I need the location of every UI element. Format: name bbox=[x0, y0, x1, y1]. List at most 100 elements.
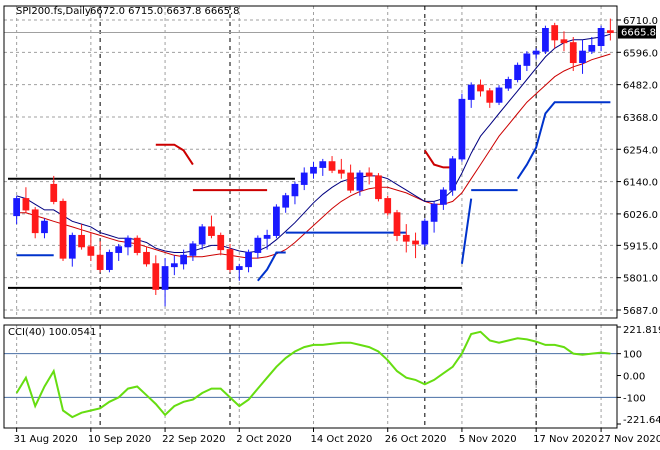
main-frame bbox=[3, 5, 618, 319]
candle-body bbox=[245, 251, 252, 268]
candle bbox=[588, 37, 596, 55]
candle-body bbox=[532, 50, 540, 55]
candle-body bbox=[282, 195, 290, 208]
candle bbox=[328, 156, 336, 174]
candle bbox=[514, 62, 521, 83]
candle bbox=[319, 158, 327, 176]
y-tick-label: 6596.0 bbox=[623, 48, 658, 59]
candle bbox=[523, 51, 531, 72]
candle bbox=[124, 235, 132, 256]
indicator-grid bbox=[4, 325, 617, 428]
candle bbox=[96, 241, 104, 273]
candle-body bbox=[319, 161, 327, 168]
candle bbox=[22, 187, 30, 213]
candle bbox=[133, 235, 141, 256]
candle-body bbox=[477, 84, 484, 92]
x-tick-label: 17 Nov 2020 bbox=[533, 434, 597, 445]
candle-body bbox=[579, 50, 586, 64]
x-tick-label: 22 Sep 2020 bbox=[162, 434, 225, 445]
candle-body bbox=[133, 237, 141, 253]
candle bbox=[393, 209, 401, 242]
candle-body bbox=[560, 39, 568, 44]
candle-body bbox=[291, 183, 299, 197]
candle bbox=[143, 246, 150, 267]
y-tick-label: 5915.0 bbox=[623, 241, 658, 252]
candle bbox=[273, 204, 280, 239]
candle bbox=[467, 82, 475, 108]
y-tick-label: 6368.0 bbox=[623, 113, 658, 124]
candle bbox=[245, 249, 252, 273]
candle-body bbox=[300, 172, 308, 185]
candle bbox=[449, 156, 457, 196]
current-price-box bbox=[618, 25, 656, 39]
main-series bbox=[4, 18, 617, 307]
candle bbox=[606, 18, 614, 41]
candle-body bbox=[235, 266, 243, 270]
stop-up-line bbox=[460, 198, 473, 264]
candle bbox=[458, 93, 466, 162]
candle bbox=[356, 170, 364, 196]
candle-body bbox=[551, 25, 559, 41]
candle-body bbox=[310, 166, 317, 174]
candle bbox=[347, 164, 354, 193]
candle-body bbox=[78, 234, 85, 248]
candle-body bbox=[569, 42, 577, 64]
indicator-title: CCI(40) 100.0541 bbox=[8, 327, 96, 338]
candle-body bbox=[50, 183, 58, 202]
candle-body bbox=[375, 175, 382, 200]
candle bbox=[189, 241, 197, 261]
cci-y-tick-label: -221.640 bbox=[623, 415, 660, 426]
cci-y-tick-label: 221.8193 bbox=[623, 325, 660, 336]
candle bbox=[59, 198, 67, 261]
candle bbox=[532, 48, 540, 60]
candle bbox=[365, 167, 373, 185]
candle-body bbox=[106, 251, 113, 270]
candle-body bbox=[13, 198, 21, 217]
candle bbox=[504, 76, 512, 91]
candle bbox=[208, 215, 215, 239]
candle bbox=[375, 173, 382, 202]
candle-body bbox=[523, 53, 531, 66]
candle-body bbox=[96, 254, 104, 270]
candle-body bbox=[449, 158, 457, 191]
candle bbox=[152, 255, 160, 295]
candle-body bbox=[328, 161, 336, 171]
indicator-series bbox=[15, 330, 611, 419]
candle-body bbox=[68, 234, 76, 259]
stop-up-line bbox=[516, 101, 611, 180]
candle-body bbox=[59, 200, 67, 259]
y-tick-label: 6710.0 bbox=[623, 16, 658, 27]
stop-down-line bbox=[423, 149, 453, 169]
candle bbox=[579, 39, 586, 74]
candle bbox=[542, 25, 549, 55]
candle-body bbox=[486, 90, 494, 103]
candle-body bbox=[189, 243, 197, 256]
candle bbox=[161, 258, 169, 307]
candle bbox=[217, 232, 225, 256]
candle-body bbox=[198, 226, 206, 245]
x-tick-label: 5 Nov 2020 bbox=[459, 434, 517, 445]
candle bbox=[440, 187, 447, 210]
candle bbox=[477, 79, 484, 97]
candle bbox=[226, 243, 234, 273]
candle-body bbox=[152, 263, 160, 290]
candle-body bbox=[22, 198, 30, 211]
candle-body bbox=[263, 234, 271, 239]
candle bbox=[41, 218, 48, 239]
candle-body bbox=[412, 240, 419, 245]
candle-body bbox=[254, 237, 262, 253]
candle bbox=[560, 31, 568, 52]
candle-body bbox=[514, 64, 521, 81]
candle-body bbox=[606, 30, 614, 34]
y-tick-label: 6140.0 bbox=[623, 178, 658, 189]
candle-body bbox=[124, 237, 132, 248]
y-tick-label: 6254.0 bbox=[623, 145, 658, 156]
stop-down-line bbox=[155, 143, 194, 166]
x-tick-label: 31 Aug 2020 bbox=[14, 434, 78, 445]
candle bbox=[310, 161, 317, 179]
candle bbox=[13, 195, 21, 225]
candle-body bbox=[393, 212, 401, 236]
candle-body bbox=[347, 172, 354, 191]
candle-body bbox=[115, 246, 123, 253]
